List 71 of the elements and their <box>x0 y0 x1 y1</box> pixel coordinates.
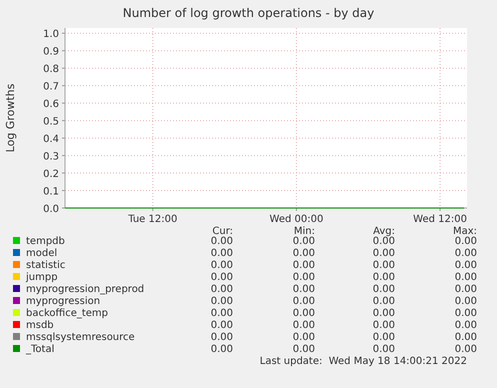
text: 0.00 <box>292 332 315 343</box>
text: 0.00 <box>292 236 315 247</box>
text: 0.00 <box>372 248 395 259</box>
y-tick-label: 0.9 <box>43 46 59 58</box>
legend-label: myprogression_preprod <box>26 284 144 295</box>
x-tick-label: Wed 12:00 <box>413 214 467 225</box>
text: 0.00 <box>454 248 477 259</box>
y-tick-label: 0.4 <box>43 134 59 146</box>
text: 0.00 <box>210 344 233 355</box>
text: 0.00 <box>210 296 233 307</box>
text: 0.00 <box>372 260 395 271</box>
text: 0.00 <box>454 284 477 295</box>
text: 0.00 <box>372 320 395 331</box>
y-tick-label: 0.6 <box>43 99 59 110</box>
text: Last update: Wed May 18 14:00:21 2022 <box>260 356 467 367</box>
legend-label: _Total <box>25 344 54 355</box>
text: 0.00 <box>210 248 233 259</box>
text: 0.00 <box>454 236 477 247</box>
text: 0.00 <box>210 308 233 319</box>
text: 0.00 <box>210 260 233 271</box>
text: Cur: <box>212 226 233 237</box>
y-tick-label: 0.1 <box>43 186 59 198</box>
legend-label: tempdb <box>26 236 65 247</box>
text: 0.00 <box>372 272 395 283</box>
text: Avg: <box>373 226 395 237</box>
text: 0.00 <box>372 236 395 247</box>
text: 0.00 <box>372 308 395 319</box>
y-axis-title: Log Growths <box>4 83 17 152</box>
text: 0.00 <box>292 296 315 307</box>
x-tick-label: Tue 12:00 <box>127 214 178 225</box>
y-tick-label: 0.3 <box>43 152 59 163</box>
y-tick-label: 0.0 <box>43 204 59 215</box>
text: 0.00 <box>210 284 233 295</box>
text: 0.00 <box>454 296 477 307</box>
text: 0.00 <box>454 308 477 319</box>
text: 0.00 <box>454 332 477 343</box>
text: 0.00 <box>210 272 233 283</box>
legend-label: jumpp <box>25 272 58 283</box>
text: 0.00 <box>454 272 477 283</box>
legend-label: backoffice_temp <box>26 308 108 319</box>
legend-label: myprogression <box>26 296 100 307</box>
text: 0.00 <box>292 320 315 331</box>
text: 0.00 <box>372 332 395 343</box>
legend-label: model <box>26 248 58 259</box>
text: 0.00 <box>454 320 477 331</box>
text: 0.00 <box>292 248 315 259</box>
text: 0.00 <box>292 284 315 295</box>
legend-label: statistic <box>26 260 66 271</box>
y-tick-label: 1.0 <box>43 29 59 40</box>
text: 0.00 <box>292 272 315 283</box>
y-tick-label: 0.2 <box>43 169 59 180</box>
x-tick-label: Wed 00:00 <box>270 214 324 225</box>
text: 0.00 <box>454 344 477 355</box>
legend-label: msdb <box>26 320 54 331</box>
y-tick-label: 0.5 <box>43 116 59 128</box>
text: 0.00 <box>210 320 233 331</box>
text: 0.00 <box>372 284 395 295</box>
y-tick-label: 0.8 <box>43 64 59 76</box>
text: 0.00 <box>372 296 395 307</box>
text: 0.00 <box>454 260 477 271</box>
chart-title: Number of log growth operations - by day <box>122 6 374 20</box>
text: 0.00 <box>372 344 395 355</box>
text: 0.00 <box>210 332 233 343</box>
y-tick-label: 0.7 <box>43 82 59 93</box>
text: Max: <box>452 226 477 237</box>
text: 0.00 <box>292 260 315 271</box>
text: Min: <box>294 226 315 237</box>
text: 0.00 <box>292 344 315 355</box>
text: 0.00 <box>210 236 233 247</box>
text: 0.00 <box>292 308 315 319</box>
legend-label: mssqlsystemresource <box>26 332 135 343</box>
